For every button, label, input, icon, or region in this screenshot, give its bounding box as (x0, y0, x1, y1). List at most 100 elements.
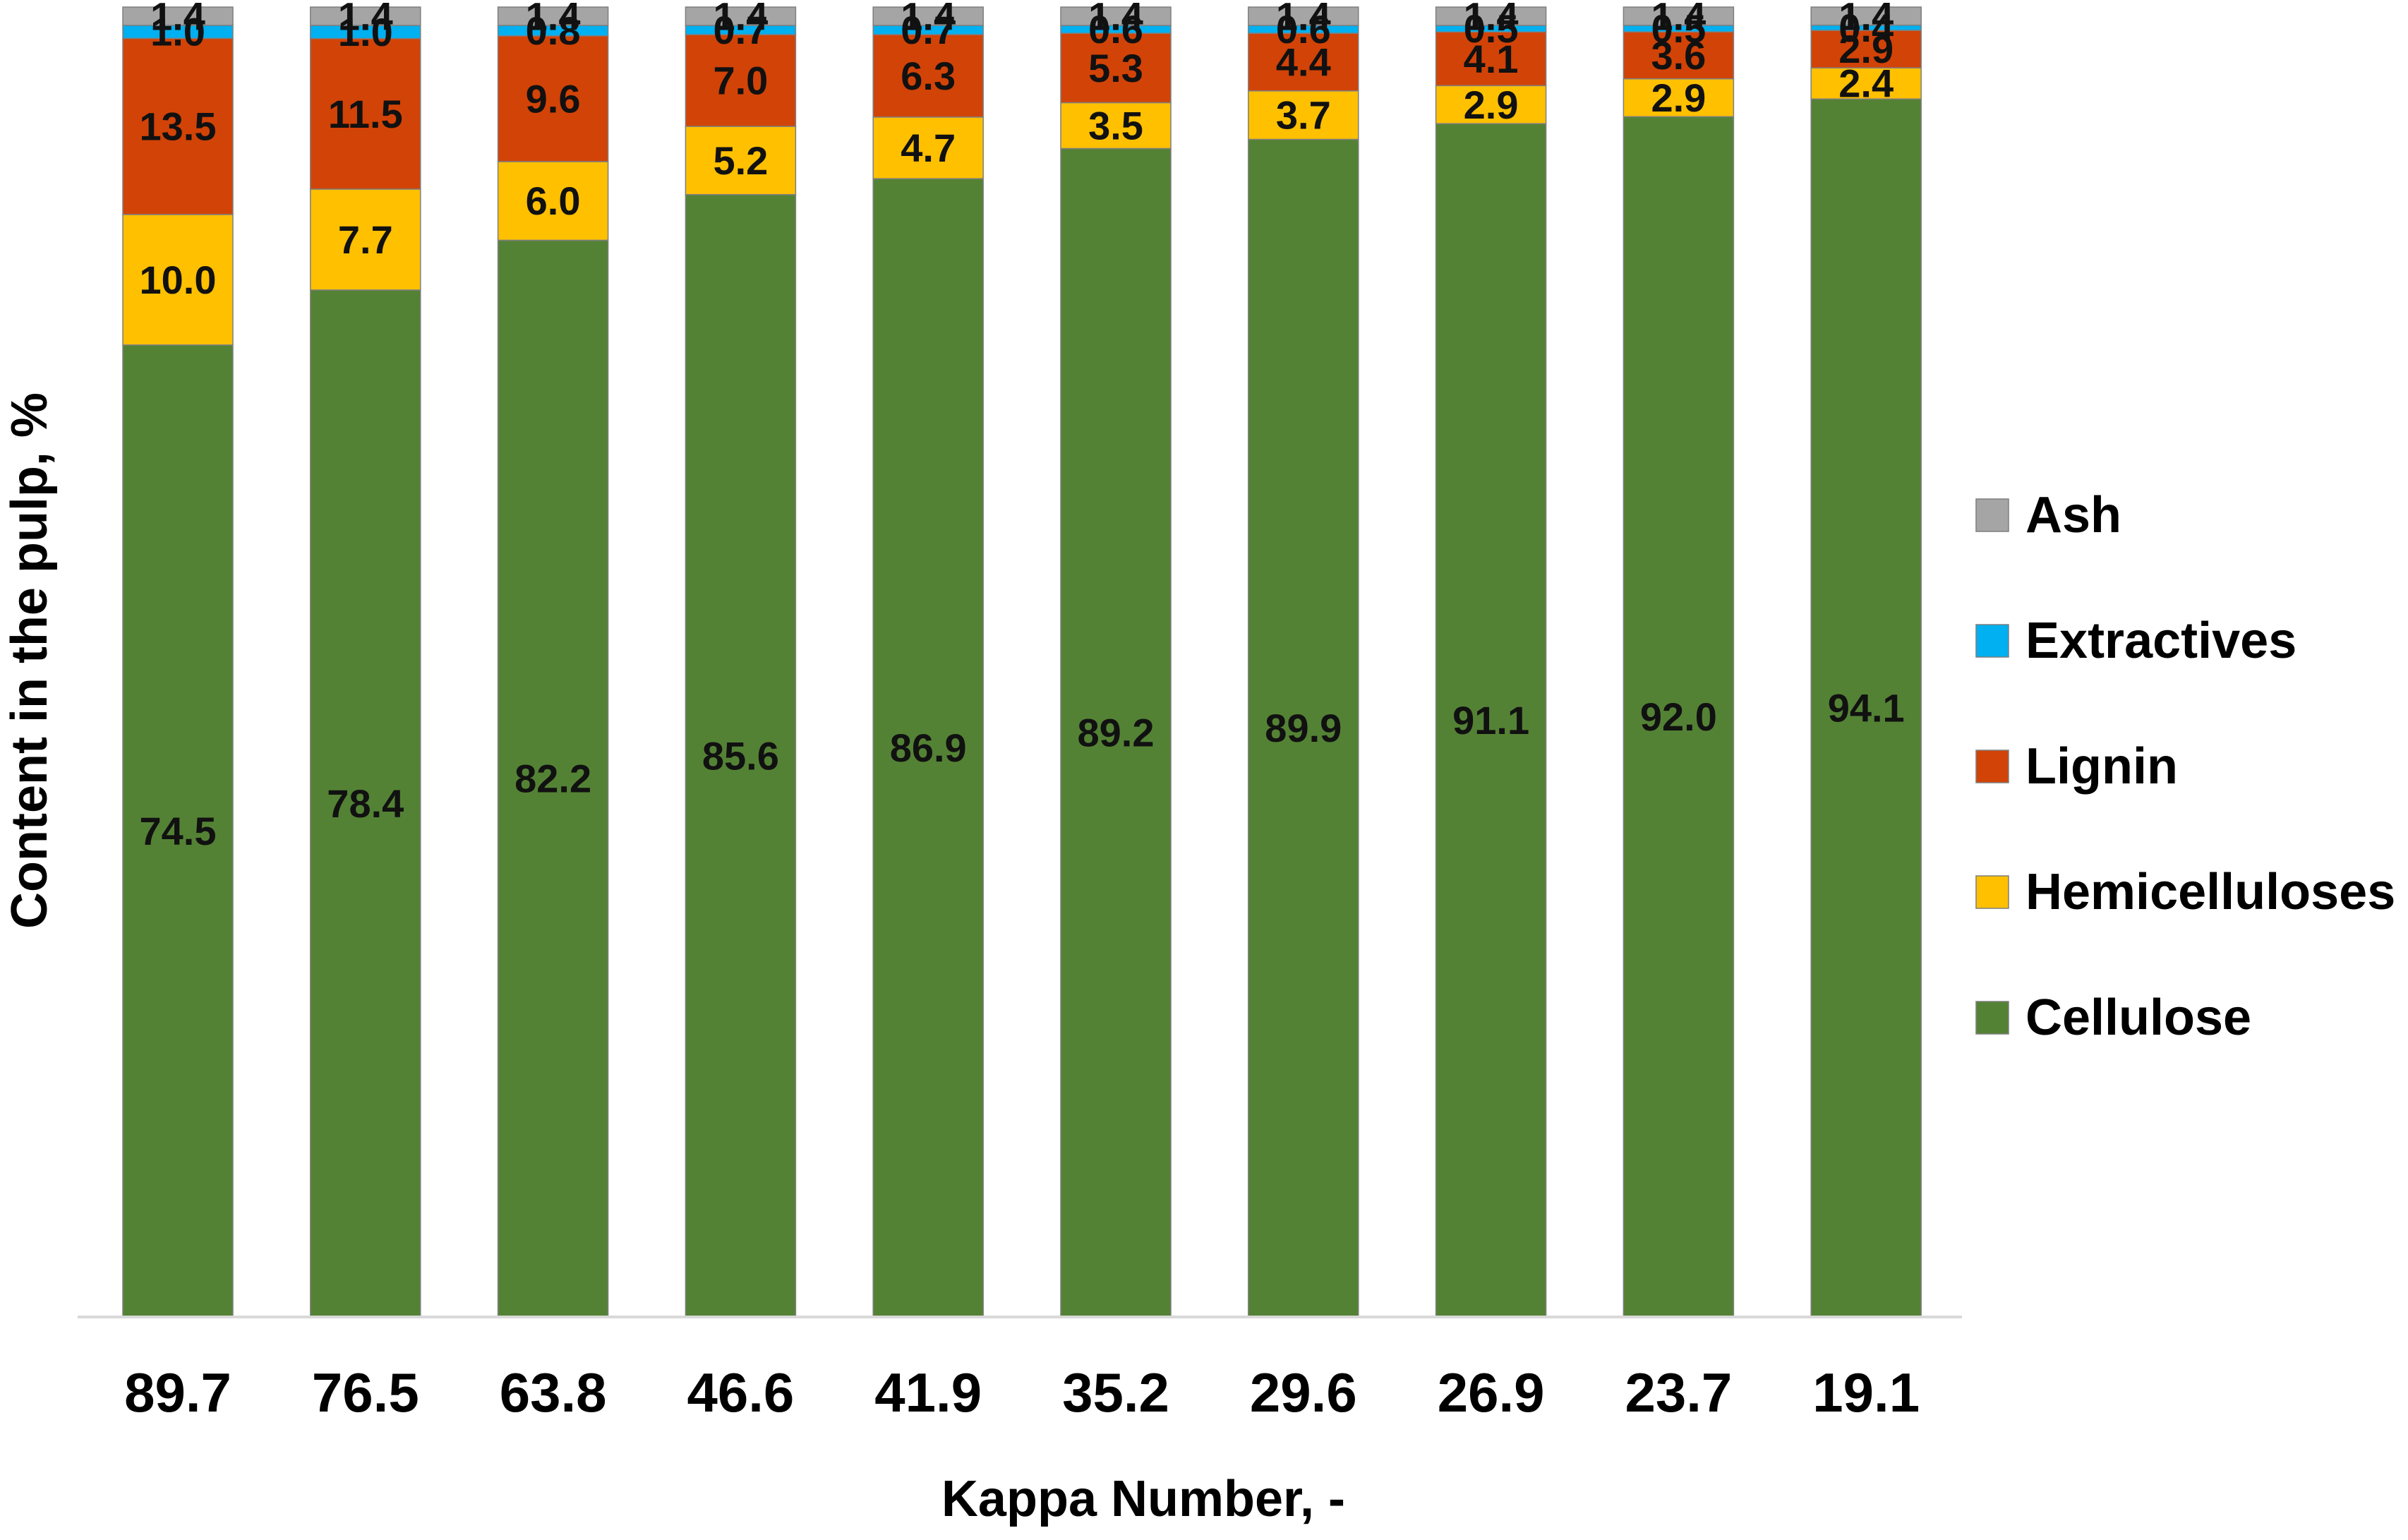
data-label-ash-4: 1.4 (713, 0, 768, 39)
bar-segment-lignin-5 (872, 34, 984, 118)
data-label-cellulose-5: 86.9 (890, 726, 967, 770)
legend-label-lignin: Lignin (2025, 738, 2178, 795)
data-label-cellulose-6: 89.2 (1078, 711, 1155, 755)
bar-segment-ash-5 (872, 6, 984, 26)
data-label-cellulose-7: 89.9 (1265, 706, 1342, 750)
x-tick-label-2: 76.5 (312, 1361, 419, 1424)
legend-label-ash: Ash (2025, 487, 2121, 543)
bar-segment-ash-10 (1810, 6, 1922, 26)
x-tick-label-1: 89.7 (124, 1361, 231, 1424)
data-label-extractives-7: 0.6 (1276, 7, 1331, 52)
bar-segment-cellulose-5 (872, 178, 984, 1318)
bar-segment-hemicelluloses-5 (872, 116, 984, 179)
data-label-lignin-3: 9.6 (526, 76, 581, 121)
data-labels-layer: 74.510.013.51.01.478.47.711.51.01.482.26… (140, 0, 1905, 853)
legend: Ash Extractives Lignin Hemicelluloses Cellul… (1975, 487, 2395, 1046)
data-label-lignin-1: 13.5 (140, 104, 217, 149)
bar-segment-cellulose-10 (1810, 98, 1922, 1318)
data-label-extractives-9: 0.5 (1651, 6, 1706, 51)
bar-segment-hemicelluloses-2 (310, 188, 421, 291)
y-axis-title: Content in the pulp, % (1, 392, 58, 929)
data-label-ash-5: 1.4 (901, 0, 956, 38)
bar-segment-hemicelluloses-9 (1623, 78, 1735, 118)
data-label-hemicelluloses-4: 5.2 (713, 138, 768, 183)
legend-swatch-cellulose (1975, 1001, 2009, 1035)
legend-label-cellulose: Cellulose (2025, 989, 2251, 1046)
bar-segment-cellulose-7 (1248, 138, 1359, 1318)
x-tick-label-6: 35.2 (1062, 1361, 1169, 1424)
data-label-cellulose-8: 91.1 (1452, 698, 1529, 742)
bar-segment-lignin-4 (685, 34, 797, 127)
data-label-lignin-2: 11.5 (328, 92, 403, 136)
x-tick-labels: 89.7 76.5 63.8 46.6 41.9 35.2 29.6 26.9 23.7 19.1 (124, 1361, 1920, 1424)
bar-segment-ash-8 (1435, 6, 1547, 26)
data-label-extractives-3: 0.8 (526, 8, 581, 53)
data-label-cellulose-1: 74.5 (140, 809, 217, 853)
data-label-extractives-2: 1.0 (338, 10, 393, 54)
x-tick-label-8: 26.9 (1438, 1361, 1545, 1424)
data-label-hemicelluloses-10: 2.4 (1838, 61, 1894, 106)
x-tick-label-4: 46.6 (687, 1361, 794, 1424)
bar-segment-lignin-7 (1248, 32, 1359, 92)
bar-segment-hemicelluloses-6 (1060, 102, 1172, 150)
bar-segment-lignin-2 (310, 37, 421, 190)
data-label-extractives-10: 0.4 (1838, 6, 1894, 50)
data-label-ash-10: 1.4 (1838, 0, 1894, 38)
bar-segment-hemicelluloses-4 (685, 126, 797, 195)
bar-segment-ash-4 (685, 6, 797, 26)
data-label-hemicelluloses-6: 3.5 (1088, 103, 1143, 148)
bar-segment-ash-1 (122, 6, 234, 26)
data-label-lignin-9: 3.6 (1651, 33, 1706, 78)
bar-segment-ash-7 (1248, 6, 1359, 26)
data-label-lignin-8: 4.1 (1464, 37, 1519, 81)
bar-segment-cellulose-1 (122, 344, 234, 1318)
data-label-ash-8: 1.4 (1464, 0, 1519, 38)
data-label-cellulose-9: 92.0 (1640, 694, 1717, 739)
data-label-hemicelluloses-5: 4.7 (901, 126, 956, 170)
bar-segment-ash-3 (497, 6, 609, 26)
bar-segment-lignin-9 (1623, 31, 1735, 80)
data-label-cellulose-2: 78.4 (327, 781, 404, 826)
data-label-ash-6: 1.4 (1088, 0, 1143, 38)
data-label-ash-1: 1.4 (150, 0, 205, 38)
data-label-ash-9: 1.4 (1651, 0, 1706, 38)
bar-segment-cellulose-6 (1060, 148, 1172, 1318)
data-label-ash-2: 1.4 (338, 0, 393, 38)
bar-segment-cellulose-4 (685, 193, 797, 1318)
data-label-hemicelluloses-2: 7.7 (338, 217, 393, 262)
bar-segment-hemicelluloses-1 (122, 214, 234, 346)
bar-segment-lignin-3 (497, 35, 609, 162)
bar-segment-lignin-8 (1435, 31, 1547, 87)
x-tick-label-9: 23.7 (1625, 1361, 1732, 1424)
bar-segment-cellulose-9 (1623, 116, 1735, 1318)
data-label-extractives-1: 1.0 (150, 10, 205, 54)
data-label-cellulose-3: 82.2 (514, 757, 591, 801)
bar-segment-lignin-6 (1060, 32, 1172, 104)
legend-label-hemicelluloses: Hemicelluloses (2025, 864, 2395, 920)
data-label-hemicelluloses-7: 3.7 (1276, 93, 1331, 138)
data-label-lignin-4: 7.0 (713, 59, 768, 103)
data-label-lignin-10: 2.9 (1838, 27, 1894, 71)
data-label-lignin-5: 6.3 (901, 54, 956, 98)
data-label-hemicelluloses-9: 2.9 (1651, 76, 1706, 120)
x-axis-title: Kappa Number, - (941, 1471, 1345, 1527)
data-label-extractives-6: 0.6 (1088, 7, 1143, 52)
legend-swatch-lignin (1975, 750, 2009, 783)
legend-label-extractives: Extractives (2025, 613, 2296, 669)
legend-swatch-hemicelluloses (1975, 875, 2009, 909)
legend-swatch-extractives (1975, 624, 2009, 658)
x-tick-label-5: 41.9 (874, 1361, 982, 1424)
data-label-cellulose-10: 94.1 (1828, 686, 1905, 730)
bar-segment-ash-9 (1623, 6, 1735, 26)
bars-layer (122, 6, 1922, 1318)
bar-segment-hemicelluloses-3 (497, 161, 609, 241)
data-label-hemicelluloses-8: 2.9 (1464, 83, 1519, 127)
data-label-hemicelluloses-3: 6.0 (526, 179, 581, 223)
data-label-lignin-6: 5.3 (1088, 46, 1143, 90)
data-label-hemicelluloses-1: 10.0 (140, 258, 217, 302)
bar-segment-ash-6 (1060, 6, 1172, 26)
data-label-extractives-4: 0.7 (713, 8, 768, 52)
data-label-cellulose-4: 85.6 (702, 733, 779, 778)
x-tick-label-10: 19.1 (1812, 1361, 1920, 1424)
